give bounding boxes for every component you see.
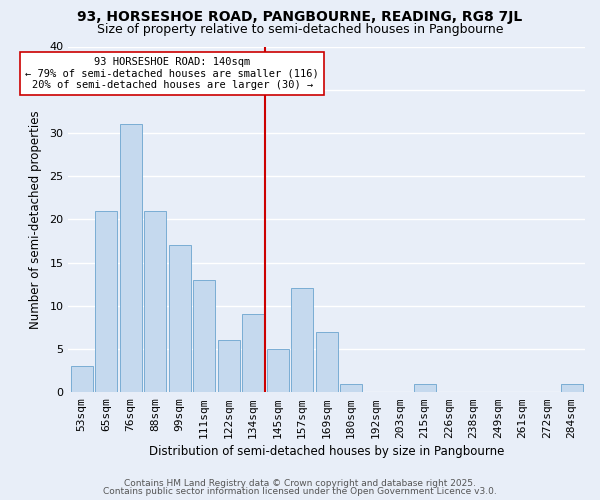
Text: Contains HM Land Registry data © Crown copyright and database right 2025.: Contains HM Land Registry data © Crown c… [124,478,476,488]
Bar [340,384,362,392]
Bar [316,332,338,392]
Text: 93 HORSESHOE ROAD: 140sqm
← 79% of semi-detached houses are smaller (116)
20% of: 93 HORSESHOE ROAD: 140sqm ← 79% of semi-… [25,57,319,90]
Bar [291,288,313,392]
Text: Contains public sector information licensed under the Open Government Licence v3: Contains public sector information licen… [103,487,497,496]
Bar [119,124,142,392]
Bar [413,384,436,392]
Bar [218,340,239,392]
Y-axis label: Number of semi-detached properties: Number of semi-detached properties [29,110,42,328]
Bar [71,366,93,392]
Bar [95,210,117,392]
Bar [242,314,264,392]
Bar [144,210,166,392]
Text: Size of property relative to semi-detached houses in Pangbourne: Size of property relative to semi-detach… [97,22,503,36]
Bar [560,384,583,392]
Bar [266,349,289,392]
Text: 93, HORSESHOE ROAD, PANGBOURNE, READING, RG8 7JL: 93, HORSESHOE ROAD, PANGBOURNE, READING,… [77,10,523,24]
Bar [193,280,215,392]
Bar [169,246,191,392]
X-axis label: Distribution of semi-detached houses by size in Pangbourne: Distribution of semi-detached houses by … [149,444,504,458]
